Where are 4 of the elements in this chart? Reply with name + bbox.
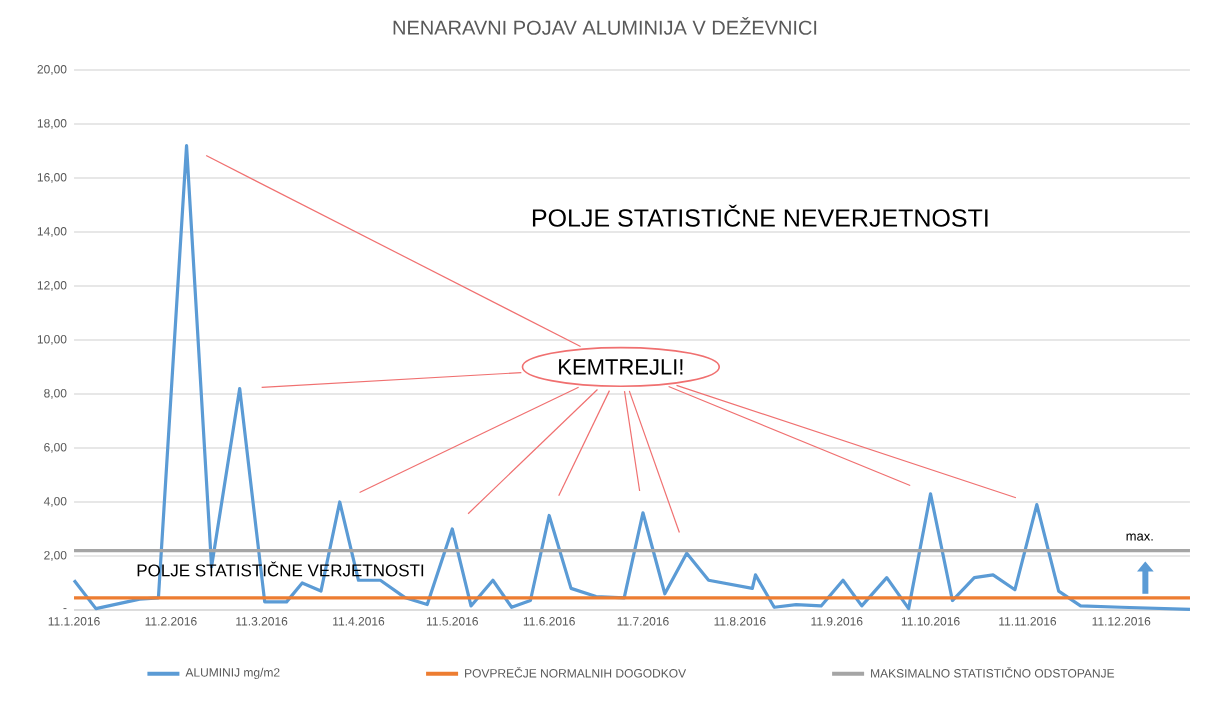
line-series [72, 143, 1192, 612]
annotation: KEMTREJLI! [559, 359, 683, 375]
chart-title: NENARAVNI POJAV ALUMINIJA V DEŽEVNICI [393, 17, 817, 35]
annotation: POLJE STATISTIČNE NEVERJETNOSTI [532, 204, 988, 227]
